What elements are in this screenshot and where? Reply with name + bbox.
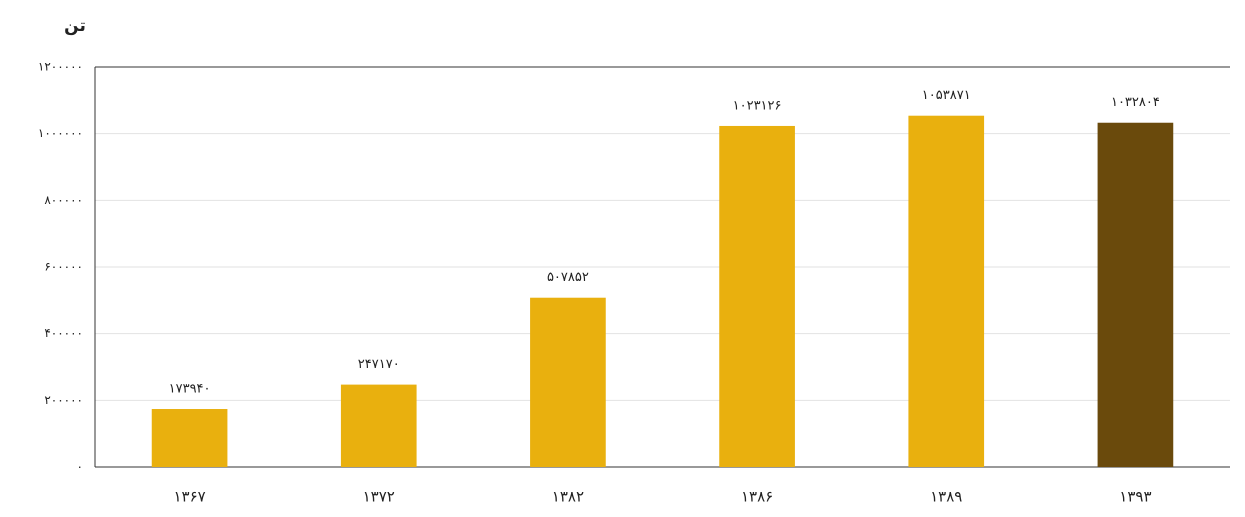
data-label: ۱۷۳۹۴۰ (169, 382, 211, 397)
y-tick-label: ۸۰۰۰۰۰ (44, 193, 83, 207)
bar (151, 409, 228, 467)
x-tick-label: ۱۳۸۶ (741, 488, 773, 506)
y-tick-label: ۰ (77, 460, 83, 474)
bar (908, 115, 985, 468)
data-label: ۱۰۵۳۸۷۱ (922, 88, 971, 103)
y-tick-label: ۱۰۰۰۰۰۰ (38, 126, 83, 140)
y-tick-label: ۲۰۰۰۰۰ (44, 393, 83, 407)
x-tick-label: ۱۳۹۳ (1119, 488, 1151, 506)
x-tick-label: ۱۳۸۹ (930, 488, 962, 506)
data-label: ۱۰۳۲۸۰۴ (1111, 95, 1160, 110)
x-tick-label: ۱۳۷۲ (363, 488, 395, 506)
bar (340, 384, 417, 467)
x-tick-label: ۱۳۶۷ (173, 488, 205, 506)
bar (719, 125, 795, 467)
data-label: ۵۰۷۸۵۲ (547, 270, 589, 285)
bar (530, 297, 606, 467)
bar (1097, 122, 1174, 468)
data-label: ۲۴۷۱۷۰ (358, 357, 400, 372)
y-tick-label: ۶۰۰۰۰۰ (44, 260, 83, 274)
y-tick-label: ۴۰۰۰۰۰ (44, 326, 83, 340)
x-tick-label: ۱۳۸۲ (552, 488, 584, 506)
y-axis-label: تن (64, 16, 86, 36)
data-label: ۱۰۲۳۱۲۶ (733, 98, 782, 113)
y-tick-label: ۱۲۰۰۰۰۰ (38, 60, 83, 74)
